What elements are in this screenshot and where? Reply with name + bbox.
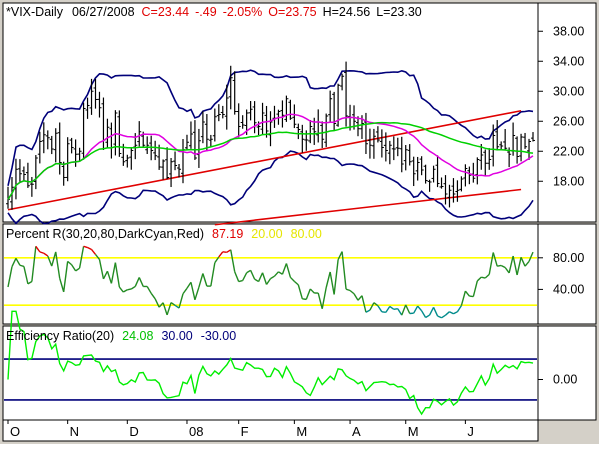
date-tick-label: D <box>129 424 138 439</box>
percent-r-segment <box>239 281 243 282</box>
percent-r-segment <box>394 309 398 310</box>
percent-r-low-level: 20.00 <box>251 227 282 241</box>
date-tick-label: J <box>467 424 474 439</box>
price-tick-label: 22.00 <box>553 144 584 158</box>
date-tick-label: M <box>408 424 419 439</box>
efficiency-lower-level: -30.00 <box>201 329 236 343</box>
date-tick-label: 08 <box>189 424 203 439</box>
percent-r-high-level: 80.00 <box>291 227 322 241</box>
percent-r-segment <box>497 265 501 266</box>
date-tick-label: A <box>352 424 361 439</box>
efficiency-tick-label: 0.00 <box>553 373 577 387</box>
percent-r-segment <box>382 312 386 313</box>
date-tick-label: N <box>70 424 79 439</box>
price-tick-label: 34.00 <box>553 54 584 68</box>
percent-r-segment <box>481 277 485 278</box>
price-tick-label: 18.00 <box>553 174 584 188</box>
percent-r-segment <box>127 289 131 290</box>
price-tick-label: 26.00 <box>553 114 584 128</box>
percent-r-tick-label: 40.00 <box>553 282 584 296</box>
price-tick-label: 38.00 <box>553 24 584 38</box>
percent-r-axis-panel <box>538 224 596 324</box>
percent-r-tick-label: 80.00 <box>553 251 584 265</box>
percent-r-value: 87.19 <box>212 227 243 241</box>
efficiency-upper-level: 30.00 <box>161 329 192 343</box>
efficiency-value: 24.08 <box>122 329 153 343</box>
date-axis-panel <box>3 420 538 441</box>
price-tick-label: 30.00 <box>553 84 584 98</box>
date-tick-label: F <box>241 424 249 439</box>
date-tick-label: O <box>10 424 20 439</box>
date-tick-label: M <box>296 424 307 439</box>
